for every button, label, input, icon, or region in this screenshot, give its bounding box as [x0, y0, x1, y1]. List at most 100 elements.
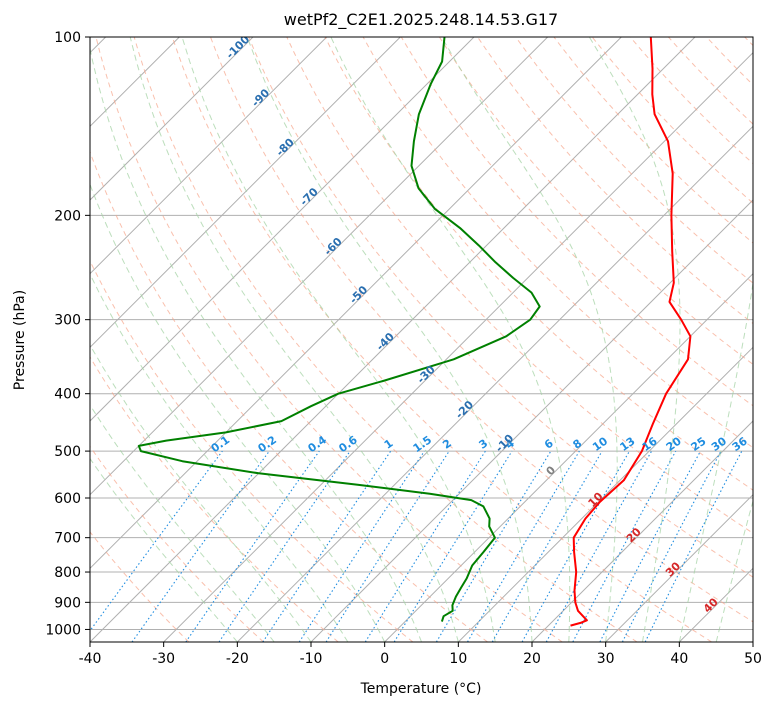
dry-adiabat-line: [90, 259, 414, 642]
x-tick-label: 10: [449, 651, 467, 667]
dry-adiabat-line: [133, 37, 638, 642]
y-tick-label: 900: [54, 595, 81, 611]
moist-adiabat-line: [90, 343, 312, 642]
y-tick-label: 600: [54, 491, 81, 507]
dry-adiabat-label: -20: [453, 398, 476, 421]
line-labels: 0.1 0.2 0.4 0.6 1 1.5 2 3 4 6 8 10 13 16 20 25 30 36-100-…: [209, 37, 750, 616]
isotherm-line: [457, 346, 753, 642]
isotherm-line: [752, 641, 753, 642]
moist-adiabat-line: [246, 37, 533, 642]
moist-adiabat-label: 10: [586, 490, 606, 510]
y-tick-label: 1000: [45, 622, 81, 638]
isotherm-line: [531, 420, 753, 642]
dry-adiabat-line: [210, 37, 753, 623]
mixing-ratio-label: 1.5: [411, 433, 434, 455]
moist-adiabat-line: [129, 37, 459, 642]
dry-adiabat-line: [553, 37, 753, 244]
dry-adiabat-line: [90, 355, 339, 642]
moist-adiabat-line: [90, 457, 238, 642]
mixing-ratio-label: 2: [440, 437, 454, 452]
mixing-ratio-line: [467, 450, 580, 642]
y-axis-label: Pressure (hPa): [12, 290, 28, 390]
mixing-ratio-line: [364, 450, 486, 642]
x-tick-label: 30: [597, 651, 615, 667]
dry-adiabat-line: [668, 37, 753, 125]
dry-adiabat-line: [90, 445, 264, 642]
dry-adiabat-line: [286, 37, 753, 534]
moist-adiabat-label: 30: [663, 559, 683, 579]
mixing-ratio-line: [262, 450, 392, 642]
mixing-ratio-label: 0.2: [256, 433, 279, 455]
x-tick-label: -20: [226, 651, 249, 667]
mixing-ratio-label: 0.4: [306, 433, 330, 455]
mixing-ratio-line: [545, 450, 653, 642]
moist-adiabat-line: [678, 280, 753, 642]
moist-adiabat-line: [90, 182, 386, 642]
dry-adiabat-line: [90, 531, 190, 642]
moist-adiabat-line: [181, 37, 496, 642]
dry-adiabat-line: [90, 150, 488, 642]
isotherm-line: [678, 567, 753, 642]
mixing-ratio-line: [131, 450, 270, 642]
mixing-ratio-label: 3: [477, 437, 491, 452]
mixing-ratio-line: [218, 450, 351, 642]
mixing-ratio-label: 0.1: [209, 433, 232, 455]
isotherm-line: [90, 37, 328, 275]
x-tick-label: -10: [300, 651, 323, 667]
chart-title: wetPf2_C2E1.2025.248.14.53.G17: [284, 10, 558, 30]
dry-adiabat-label: -60: [322, 235, 345, 258]
isotherm-line: [163, 51, 753, 642]
mixing-ratio-line: [90, 450, 223, 632]
dry-adiabat-line: [515, 37, 753, 284]
series-layer: [137, 37, 692, 627]
isotherm-line: [605, 493, 753, 642]
dry-adiabat-line: [591, 37, 753, 204]
moist-adiabat-line: [441, 37, 618, 642]
y-tick-label: 800: [54, 565, 81, 581]
mixing-ratio-line: [572, 450, 677, 642]
isotherm-line: [90, 37, 475, 422]
isotherm-line: [90, 37, 401, 349]
moist-adiabat-label: 20: [624, 525, 644, 545]
mixing-ratio-line: [325, 450, 450, 642]
moist-adiabat-line: [715, 499, 753, 642]
moist-adiabat-line: [90, 46, 422, 642]
axes: -40 -30 -20 -10 0 10 20 30 40 5010020030040050060…: [45, 30, 762, 667]
dry-adiabat-line: [95, 37, 563, 642]
dry-adiabat-label: -40: [374, 330, 397, 353]
x-axis-label: Temperature (°C): [360, 681, 482, 697]
isotherm-line: [90, 37, 622, 570]
moist-adiabat-line: [330, 37, 571, 642]
dry-adiabat-line: [744, 37, 753, 47]
isotherm-line: [236, 125, 753, 642]
dry-adiabat-line: [248, 37, 753, 578]
mixing-ratio-label: 6: [542, 437, 556, 452]
moist-adiabat-line: [90, 272, 349, 642]
mixing-ratio-line: [599, 450, 701, 642]
dry-adiabat-line: [324, 37, 753, 491]
moist-adiabat-label: 40: [701, 595, 721, 615]
isotherm-line: [384, 272, 753, 642]
dry-adiabat-label: -80: [274, 135, 297, 158]
dry-adiabat-line: [706, 37, 753, 86]
x-tick-label: 40: [670, 651, 688, 667]
dry-adiabat-label: -50: [347, 283, 370, 306]
moist-adiabat-line: [588, 37, 681, 642]
y-tick-label: 400: [54, 387, 81, 403]
dewpoint-line: [137, 37, 541, 622]
x-tick-label: -30: [152, 651, 175, 667]
isotherm-line: [90, 37, 549, 496]
mixing-ratio-line: [393, 450, 513, 642]
mixing-ratio-label: 0.6: [336, 433, 360, 455]
dry-adiabat-line: [400, 37, 753, 407]
y-tick-label: 300: [54, 313, 81, 329]
dry-adiabat-line: [438, 37, 753, 365]
mixing-ratio-line: [185, 450, 320, 642]
y-tick-label: 100: [54, 30, 81, 46]
mixing-ratio-line: [521, 450, 630, 642]
dry-adiabat-label: -30: [415, 363, 438, 386]
x-tick-label: 0: [380, 651, 389, 667]
moist-adiabat-line: [90, 404, 275, 642]
mixing-ratio-line: [491, 450, 603, 642]
